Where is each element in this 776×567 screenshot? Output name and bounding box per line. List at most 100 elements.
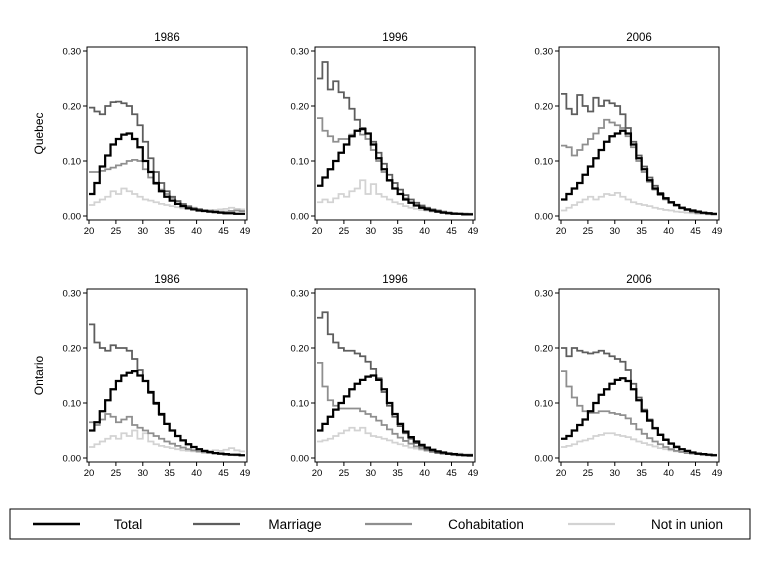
x-tick-label: 45	[218, 226, 229, 237]
x-tick-label: 20	[312, 226, 323, 237]
series-line-notunion	[317, 426, 473, 456]
x-tick-label: 35	[636, 226, 647, 237]
x-tick-label: 20	[84, 468, 95, 479]
x-tick-label: 40	[419, 226, 430, 237]
x-tick-label: 30	[610, 468, 621, 479]
x-tick-label: 20	[84, 226, 95, 237]
x-tick-label: 35	[392, 468, 403, 479]
series-line-cohab	[317, 117, 473, 215]
panel-ontario-1996: 1996 0.00 0.10 0.20 0.30 20 25 30 35 40 45 49	[291, 274, 479, 479]
x-tick-label: 49	[468, 468, 479, 479]
series-line-total	[561, 377, 717, 457]
x-tick-label: 20	[556, 468, 567, 479]
x-tick-label: 30	[610, 226, 621, 237]
x-tick-label: 25	[111, 226, 122, 237]
x-tick-label: 30	[366, 468, 377, 479]
y-tick-label: 0.10	[535, 398, 554, 409]
x-tick-label: 35	[164, 226, 175, 237]
x-tick-label: 45	[446, 468, 457, 479]
legend: Total Marriage Cohabitation Not in union	[9, 508, 751, 540]
series-line-marriage	[561, 347, 717, 457]
y-tick-label: 0.20	[535, 101, 554, 112]
plot-frame	[314, 288, 476, 463]
panel-quebec-1986: 1986 0.00 0.10 0.20 0.30 20 25 30 35 40 45 49	[63, 32, 251, 237]
y-tick-label: 0.10	[535, 156, 554, 167]
series-line-marriage	[561, 93, 717, 216]
x-tick-label: 30	[138, 468, 149, 479]
y-tick-label: 0.00	[291, 453, 310, 464]
x-tick-label: 35	[392, 226, 403, 237]
series-line-total	[89, 132, 245, 215]
series-line-notunion	[317, 179, 473, 215]
x-tick-label: 40	[663, 468, 674, 479]
x-tick-label: 49	[712, 468, 723, 479]
plot-frame	[86, 46, 248, 221]
y-tick-label: 0.30	[535, 46, 554, 57]
panel-title: 1996	[382, 32, 408, 44]
panel-title: 1986	[154, 32, 180, 44]
y-tick-label: 0.00	[535, 211, 554, 222]
y-tick-label: 0.10	[63, 398, 82, 409]
series-line-total	[317, 374, 473, 457]
plot-frame	[558, 46, 720, 221]
x-tick-label: 40	[191, 468, 202, 479]
x-tick-label: 49	[240, 468, 251, 479]
y-tick-label: 0.30	[291, 46, 310, 57]
series-line-cohab	[89, 159, 245, 213]
y-tick-label: 0.20	[291, 101, 310, 112]
y-tick-label: 0.10	[291, 398, 310, 409]
x-tick-label: 45	[690, 468, 701, 479]
row-label-quebec: Quebec	[32, 112, 46, 154]
panel-quebec-2006: 2006 0.00 0.10 0.20 0.30 20 25 30 35 40 45 49	[535, 32, 723, 237]
x-tick-label: 40	[663, 226, 674, 237]
panel-title: 2006	[626, 32, 652, 44]
panel-quebec-1996: 1996 0.00 0.10 0.20 0.30 20 25 30 35 40 45 49	[291, 32, 479, 237]
panel-title: 1986	[154, 274, 180, 286]
series-line-total	[89, 370, 245, 457]
x-tick-label: 45	[690, 226, 701, 237]
panel-ontario-1986: 1986 0.00 0.10 0.20 0.30 20 25 30 35 40 45 49	[63, 274, 251, 479]
series-line-notunion	[561, 192, 717, 216]
legend-label-notunion: Not in union	[651, 517, 723, 532]
series-line-cohab	[561, 370, 717, 457]
y-tick-label: 0.30	[63, 288, 82, 299]
x-tick-label: 35	[636, 468, 647, 479]
legend-label-cohab: Cohabitation	[448, 517, 524, 532]
series-line-cohab	[89, 413, 245, 457]
y-tick-label: 0.00	[291, 211, 310, 222]
plot-frame	[314, 46, 476, 221]
legend-label-total: Total	[114, 517, 143, 532]
x-tick-label: 30	[138, 226, 149, 237]
y-tick-label: 0.10	[63, 156, 82, 167]
plot-frame	[86, 288, 248, 463]
x-tick-label: 20	[312, 468, 323, 479]
y-tick-label: 0.30	[535, 288, 554, 299]
y-tick-label: 0.20	[535, 343, 554, 354]
series-line-notunion	[89, 187, 245, 212]
x-tick-label: 45	[218, 468, 229, 479]
x-tick-label: 30	[366, 226, 377, 237]
x-tick-label: 25	[583, 468, 594, 479]
panel-title: 1996	[382, 274, 408, 286]
series-line-notunion	[89, 429, 245, 453]
series-line-total	[561, 129, 717, 215]
panel-ontario-2006: 2006 0.00 0.10 0.20 0.30 20 25 30 35 40 45 49	[535, 274, 723, 479]
x-tick-label: 35	[164, 468, 175, 479]
y-tick-label: 0.10	[291, 156, 310, 167]
y-tick-label: 0.00	[63, 211, 82, 222]
x-tick-label: 49	[468, 226, 479, 237]
x-tick-label: 45	[446, 226, 457, 237]
y-tick-label: 0.20	[291, 343, 310, 354]
x-tick-label: 49	[240, 226, 251, 237]
x-tick-label: 25	[583, 226, 594, 237]
x-tick-label: 20	[556, 226, 567, 237]
plot-frame	[558, 288, 720, 463]
panel-title: 2006	[626, 274, 652, 286]
x-tick-label: 25	[339, 226, 350, 237]
x-tick-label: 25	[111, 468, 122, 479]
x-tick-label: 40	[419, 468, 430, 479]
y-tick-label: 0.30	[63, 46, 82, 57]
row-label-ontario: Ontario	[32, 356, 46, 396]
y-tick-label: 0.00	[63, 453, 82, 464]
